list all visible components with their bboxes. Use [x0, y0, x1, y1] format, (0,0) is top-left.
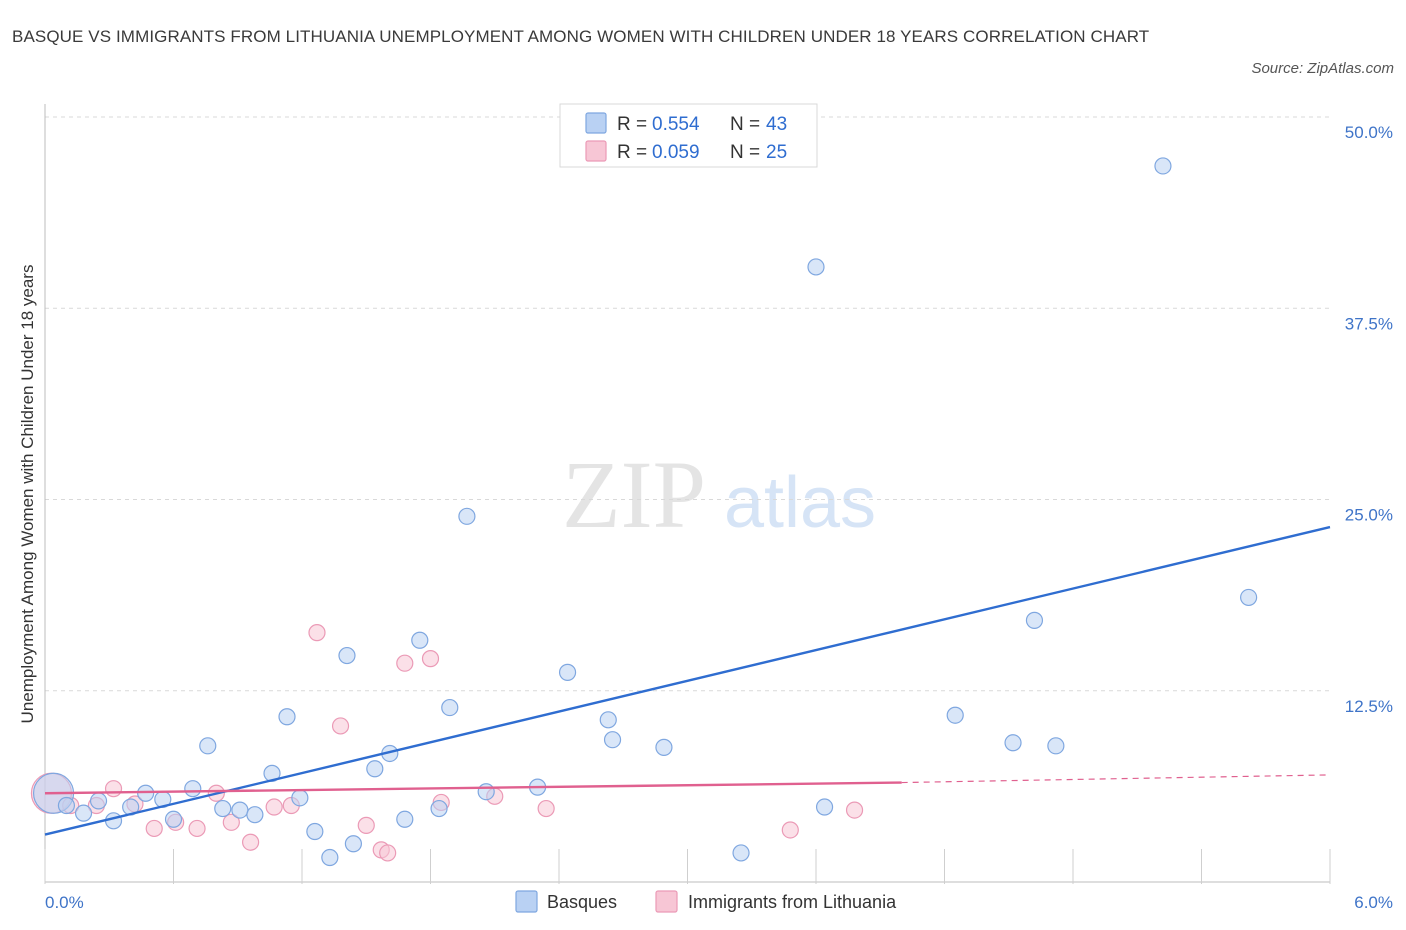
lithuania-trendline [44, 781, 902, 795]
legend-swatch-basques [585, 112, 607, 134]
basques-point [57, 796, 76, 815]
lithuania-point [331, 717, 350, 735]
lithuania-point [396, 654, 414, 672]
basques-point [599, 711, 617, 729]
basques-point [184, 780, 202, 798]
basques-point [603, 731, 622, 749]
legend-r-label-2: R = [617, 142, 647, 163]
basques-point [306, 822, 324, 841]
basques-point [441, 698, 459, 717]
basques-point [458, 507, 476, 525]
basques-point [815, 798, 834, 816]
lithuania-point [421, 650, 440, 668]
bottom-legend-swatch-basques [515, 890, 538, 913]
stats-legend: R = 0.554 N = 43 R = 0.059 N = 25 [559, 103, 818, 168]
basques-point [74, 804, 93, 822]
lithuania-point [537, 799, 555, 818]
basques-point [1154, 157, 1172, 175]
bottom-legend-lithuania: Immigrants from Lithuania [688, 892, 897, 912]
legend-n-value-2: 25 [766, 142, 787, 163]
basques-point [338, 646, 356, 665]
x-tick-label-min: 0.0% [45, 893, 84, 912]
lithuania-point [145, 819, 163, 838]
basques-trendline [44, 525, 1331, 836]
basques-point [396, 810, 414, 828]
basques-point [89, 792, 108, 810]
y-axis-label: Unemployment Among Women with Children U… [18, 265, 37, 724]
trendlines [44, 525, 1331, 836]
axes [44, 104, 1331, 884]
lithuania-point [222, 813, 240, 831]
source-note: Source: ZipAtlas.com [1251, 60, 1394, 77]
basques-point [344, 835, 362, 853]
bottom-legend-basques: Basques [547, 892, 617, 912]
basques-point [1025, 611, 1044, 629]
watermark-zip: ZIP [562, 441, 706, 548]
basques-point [321, 848, 339, 867]
basques-point [1240, 588, 1258, 607]
lithuania-point [104, 780, 123, 798]
legend-r-label-1: R = [617, 114, 647, 135]
lithuania-point [379, 844, 397, 862]
legend-r-value-2: 0.059 [652, 142, 700, 163]
lithuania-point [308, 624, 326, 642]
basques-point [104, 812, 123, 830]
lithuania-point [357, 816, 375, 834]
basques-point [411, 631, 429, 649]
basques-point [477, 783, 495, 801]
basques-point [1047, 737, 1065, 755]
basques-point [558, 663, 577, 681]
basques-point [199, 737, 217, 755]
series-legend: Basques Immigrants from Lithuania [515, 890, 897, 913]
basques-point [655, 738, 673, 756]
legend-r-value-1: 0.554 [652, 114, 700, 135]
basques-point [366, 760, 384, 778]
legend-n-value-1: 43 [766, 114, 787, 135]
legend-n-label-1: N = [730, 114, 760, 135]
chart-title: BASQUE VS IMMIGRANTS FROM LITHUANIA UNEM… [12, 27, 1150, 46]
y-tick-label: 12.5% [1345, 697, 1393, 716]
lithuania-point [265, 798, 283, 816]
lithuania-trendline-extension [901, 774, 1331, 784]
basques-point [164, 810, 183, 828]
lithuania-point [845, 801, 864, 819]
y-tick-label: 37.5% [1345, 314, 1393, 333]
basques-point [946, 706, 964, 724]
bottom-legend-swatch-lithuania [655, 890, 678, 913]
basques-point [214, 799, 232, 818]
legend-swatch-lithuania [585, 140, 607, 162]
lithuania-point [188, 819, 206, 838]
ticks: 12.5% 25.0% 37.5% 50.0% 0.0% 6.0% [45, 123, 1393, 912]
gridlines [45, 116, 1330, 692]
y-tick-label: 25.0% [1345, 506, 1393, 525]
legend-n-label-2: N = [730, 142, 760, 163]
basques-point [246, 806, 264, 824]
watermark-atlas: atlas [724, 463, 876, 543]
x-tick-label-max: 6.0% [1354, 893, 1393, 912]
basques-point [291, 789, 309, 807]
basques-point [1004, 734, 1022, 752]
basques-point [430, 799, 448, 818]
lithuania-point [781, 821, 799, 839]
basques-point [278, 708, 296, 726]
basques-point [732, 844, 750, 862]
basques-point [807, 258, 825, 276]
basques-point [231, 801, 249, 819]
lithuania-point [242, 833, 260, 851]
y-tick-label: 50.0% [1345, 123, 1393, 142]
